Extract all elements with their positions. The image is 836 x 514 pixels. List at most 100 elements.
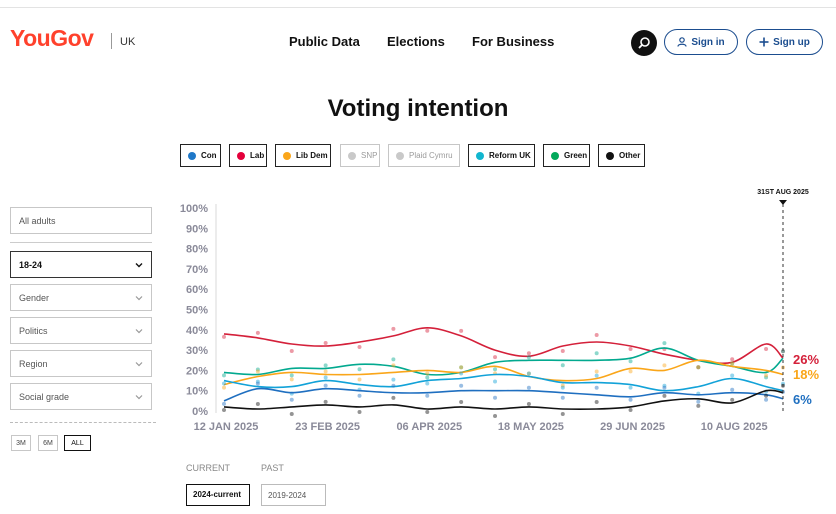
data-point-con [255, 381, 260, 386]
data-point-lab [730, 357, 735, 362]
legend-item-other[interactable]: Other [598, 144, 645, 167]
data-point-other [730, 397, 735, 402]
social-grade-filter[interactable]: Social grade [10, 383, 152, 410]
date-marker-arrow [779, 200, 787, 205]
region-label[interactable]: UK [120, 36, 136, 48]
nav-public-data[interactable]: Public Data [289, 34, 360, 49]
data-point-other [493, 413, 498, 418]
data-point-other [560, 411, 565, 416]
data-point-con [222, 401, 226, 406]
x-tick-label: 12 JAN 2025 [194, 421, 259, 433]
y-tick-label: 50% [186, 305, 208, 317]
region-filter-label: Region [19, 358, 48, 369]
data-point-lib-dem [662, 363, 667, 368]
y-tick-label: 20% [186, 365, 208, 377]
x-tick-label: 23 FEB 2025 [295, 421, 360, 433]
range-3m-button[interactable]: 3M [11, 435, 31, 451]
legend-item-green[interactable]: Green [543, 144, 590, 167]
range-all-button[interactable]: ALL [64, 435, 91, 451]
y-tick-label: 80% [186, 244, 208, 256]
data-point-lab [222, 334, 226, 339]
region-filter[interactable]: Region [10, 350, 152, 377]
legend-item-reform-uk[interactable]: Reform UK [468, 144, 535, 167]
data-point-reform-uk [628, 385, 633, 390]
end-label-lab: 26% [793, 352, 819, 367]
legend-swatch [188, 151, 196, 160]
data-point-other [764, 393, 769, 398]
data-point-con [764, 397, 769, 402]
data-point-con [357, 393, 362, 398]
chevron-down-icon [135, 329, 143, 334]
sign-in-button[interactable]: Sign in [664, 29, 738, 55]
data-point-other [255, 401, 260, 406]
data-point-green [526, 355, 531, 360]
data-point-reform-uk [730, 373, 735, 378]
legend-label: SNP [361, 151, 378, 160]
legend-item-plaid-cymru[interactable]: Plaid Cymru [388, 144, 460, 167]
data-point-lab [764, 347, 769, 352]
legend-label: Lab [250, 151, 265, 160]
data-point-lib-dem [323, 369, 328, 374]
data-point-green [628, 359, 633, 364]
page-title: Voting intention [327, 95, 509, 122]
legend-label: Other [619, 151, 641, 160]
tab-current[interactable]: 2024-current [186, 484, 250, 506]
legend-item-lib-dem[interactable]: Lib Dem [275, 144, 331, 167]
legend-swatch [348, 151, 356, 160]
nav-elections[interactable]: Elections [387, 34, 445, 49]
gender-filter[interactable]: Gender [10, 284, 152, 311]
date-marker-label: 31ST AUG 2025 [757, 189, 809, 196]
data-point-con [526, 385, 531, 390]
yougov-logo[interactable]: YouGov [10, 25, 94, 51]
population-filter[interactable]: All adults [10, 207, 152, 234]
data-point-lab [425, 328, 430, 333]
data-point-lib-dem [526, 371, 531, 376]
data-point-other [289, 411, 294, 416]
age-filter[interactable]: 18-24 [10, 251, 152, 278]
data-point-con [594, 385, 599, 390]
data-point-con [425, 393, 430, 398]
data-point-green [696, 365, 701, 370]
range-6m-button[interactable]: 6M [38, 435, 58, 451]
data-point-lib-dem [730, 361, 735, 366]
data-point-con [662, 385, 667, 390]
data-point-green [560, 363, 565, 368]
legend-swatch [283, 151, 291, 160]
data-point-lab [493, 355, 498, 360]
data-point-lib-dem [357, 377, 362, 382]
plus-icon [759, 37, 769, 47]
legend-label: Green [564, 151, 588, 160]
data-point-green [594, 351, 599, 356]
data-point-lib-dem [628, 369, 633, 374]
data-point-lib-dem [391, 363, 396, 368]
series-line-lib-dem [223, 359, 784, 386]
series-line-con [223, 387, 784, 402]
chevron-down-icon [135, 263, 143, 268]
chevron-down-icon [135, 395, 143, 400]
x-tick-label: 10 AUG 2025 [701, 421, 768, 433]
data-point-lib-dem [222, 385, 226, 390]
data-point-con [730, 387, 735, 392]
data-point-lib-dem [764, 373, 769, 378]
data-point-lib-dem [459, 365, 464, 370]
data-point-green [425, 375, 430, 380]
legend-swatch [551, 151, 559, 160]
legend-item-lab[interactable]: Lab [229, 144, 267, 167]
top-divider [0, 7, 836, 8]
legend-item-snp[interactable]: SNP [340, 144, 380, 167]
legend-item-con[interactable]: Con [180, 144, 221, 167]
end-label-lib-dem: 18% [793, 367, 819, 382]
x-tick-label: 18 MAY 2025 [498, 421, 564, 433]
politics-filter[interactable]: Politics [10, 317, 152, 344]
past-tab-label: PAST [261, 463, 284, 473]
y-tick-label: 10% [186, 386, 208, 398]
data-point-con [696, 399, 701, 404]
tab-past[interactable]: 2019-2024 [261, 484, 326, 506]
data-point-lab [628, 347, 633, 352]
data-point-other [459, 399, 464, 404]
nav-for-business[interactable]: For Business [472, 34, 555, 49]
data-point-green [357, 367, 362, 372]
search-button[interactable] [631, 30, 657, 56]
data-point-con [560, 395, 565, 400]
sign-up-button[interactable]: Sign up [746, 29, 823, 55]
